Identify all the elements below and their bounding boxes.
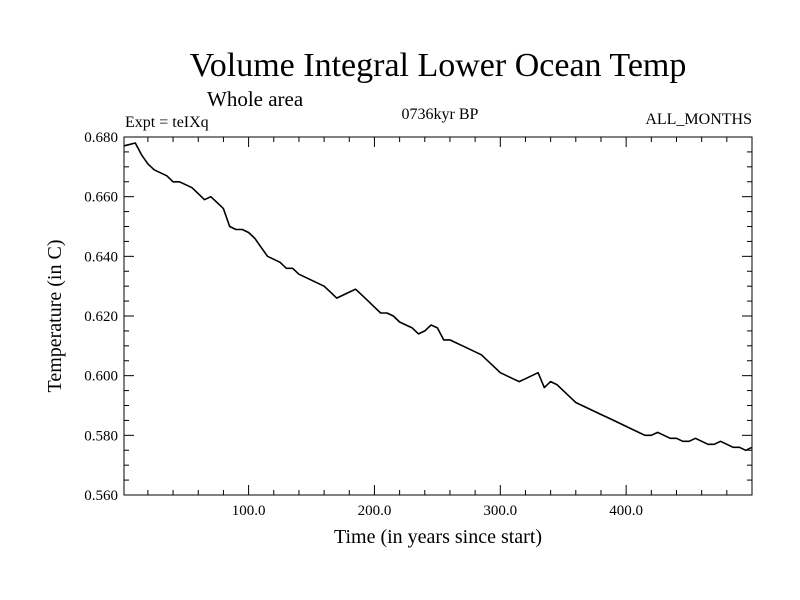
period-label: 0736kyr BP [402,106,479,123]
axis-ticks [124,136,752,496]
axis-tick-labels: 100.0 200.0 300.0 400.0 0.560 0.580 0.600 0.620… [84,130,643,519]
chart-subtitle: Whole area [207,87,304,111]
x-tick-label: 200.0 [358,503,392,519]
y-tick-label: 0.560 [84,488,118,504]
y-tick-label: 0.600 [84,369,118,385]
x-tick-label: 100.0 [232,503,266,519]
y-tick-label: 0.580 [84,428,118,444]
y-tick-label: 0.660 [84,190,118,206]
x-axis-label: Time (in years since start) [334,526,542,548]
months-label: ALL_MONTHS [645,111,752,128]
temperature-line [123,142,753,452]
experiment-label: Expt = teIXq [125,114,209,131]
y-axis-label: Temperature (in C) [44,240,66,393]
y-tick-label: 0.680 [84,130,118,146]
chart-title: Volume Integral Lower Ocean Temp [190,47,687,84]
y-tick-label: 0.620 [84,309,118,325]
x-tick-label: 300.0 [483,503,517,519]
x-tick-label: 400.0 [609,503,643,519]
y-tick-label: 0.640 [84,249,118,265]
plot-frame [123,136,753,496]
